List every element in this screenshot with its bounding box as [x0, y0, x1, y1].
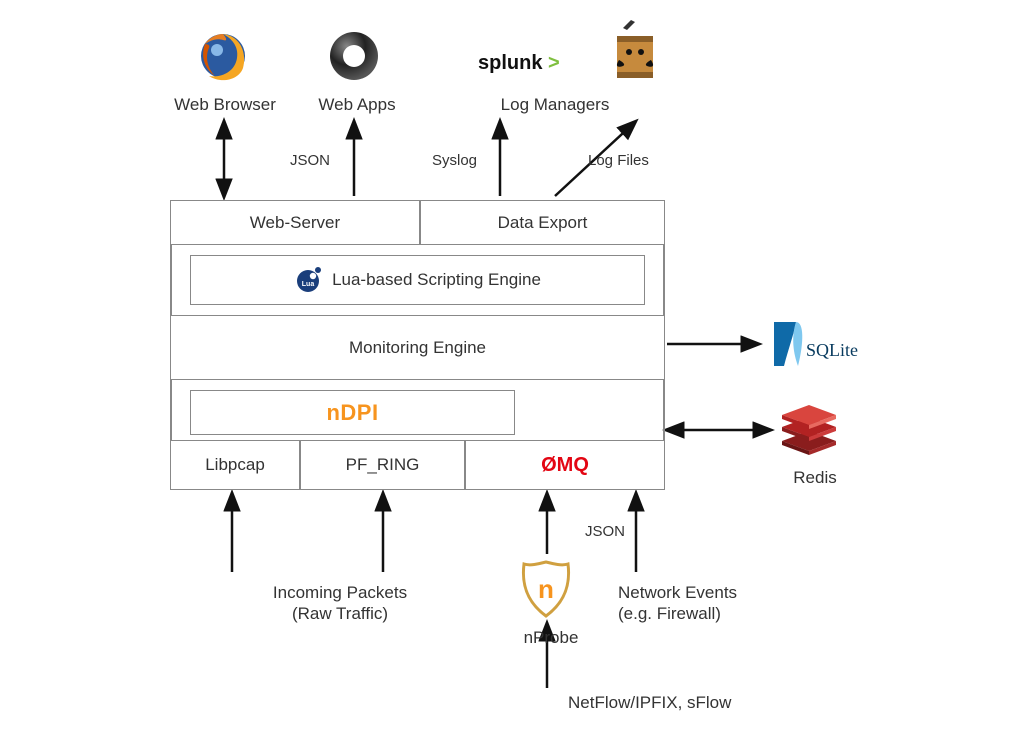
log-managers-label: Log Managers — [490, 95, 620, 115]
web-browser-label: Web Browser — [165, 95, 285, 115]
netevents-line2: (e.g. Firewall) — [618, 604, 721, 623]
cell-ndpi-label: nDPI — [326, 400, 378, 426]
incoming-line1: Incoming Packets — [273, 583, 407, 602]
lua-icon: Lua — [294, 266, 322, 294]
cell-data-export: Data Export — [420, 200, 665, 245]
cell-data-export-label: Data Export — [498, 213, 588, 233]
cell-web-server-label: Web-Server — [250, 213, 340, 233]
netevents-line1: Network Events — [618, 583, 737, 602]
svg-text:n: n — [538, 574, 554, 604]
sqlite-label: SQLite — [806, 340, 858, 361]
cell-monitoring-engine: Monitoring Engine — [170, 315, 665, 380]
cell-libpcap-label: Libpcap — [205, 455, 265, 475]
edge-label-log-files: Log Files — [588, 152, 649, 169]
nprobe-icon: n — [520, 560, 572, 618]
redis-icon — [778, 405, 840, 457]
sqlite-icon — [770, 320, 806, 368]
cell-libpcap: Libpcap — [170, 440, 300, 490]
svg-text:Lua: Lua — [302, 281, 315, 288]
edge-label-json-bottom: JSON — [585, 523, 625, 540]
splunk-word: splunk — [478, 52, 542, 74]
cell-zmq-label: ØMQ — [541, 454, 589, 477]
cell-lua-engine: Lua Lua-based Scripting Engine — [190, 255, 645, 305]
cell-web-server: Web-Server — [170, 200, 420, 245]
cell-pf-ring: PF_RING — [300, 440, 465, 490]
incoming-line2: (Raw Traffic) — [292, 604, 388, 623]
cell-pfring-label: PF_RING — [346, 455, 420, 475]
splunk-icon — [605, 18, 665, 86]
cell-lua-engine-label: Lua-based Scripting Engine — [332, 270, 541, 290]
edge-label-syslog: Syslog — [432, 152, 477, 169]
incoming-packets-label: Incoming Packets (Raw Traffic) — [250, 582, 430, 625]
firefox-icon — [195, 28, 251, 84]
edge-label-json-top: JSON — [290, 152, 330, 169]
cell-ndpi: nDPI — [190, 390, 515, 435]
redis-label: Redis — [790, 468, 840, 488]
netflow-label: NetFlow/IPFIX, sFlow — [568, 693, 768, 713]
splunk-logo-text: splunk > — [478, 52, 560, 75]
network-events-label: Network Events (e.g. Firewall) — [618, 582, 768, 625]
nprobe-label: nProbe — [516, 628, 586, 648]
splunk-arrow-glyph: > — [542, 52, 559, 74]
cell-monitoring-label: Monitoring Engine — [349, 338, 486, 358]
ring-icon — [326, 28, 382, 84]
cell-zmq: ØMQ — [465, 440, 665, 490]
web-apps-label: Web Apps — [312, 95, 402, 115]
